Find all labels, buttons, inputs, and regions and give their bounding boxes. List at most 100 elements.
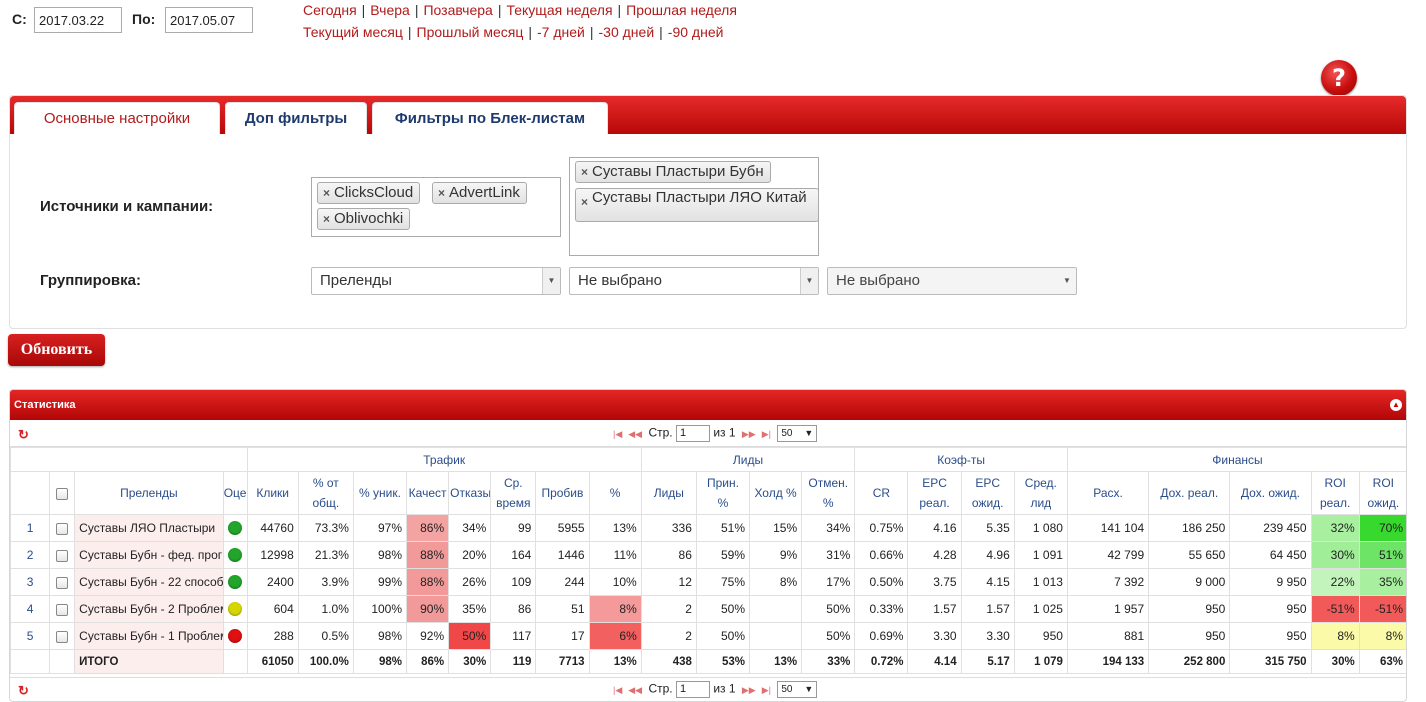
col-select-all[interactable] xyxy=(49,471,76,515)
col-roi-exp[interactable]: ROI ожид. xyxy=(1358,471,1406,515)
col-avg-lead[interactable]: Сред. лид xyxy=(1013,471,1068,515)
collapse-icon[interactable]: ▲ xyxy=(1390,399,1402,411)
update-button[interactable]: Обновить xyxy=(8,334,105,366)
col-hold[interactable]: Холд % xyxy=(749,471,803,515)
col-bounces[interactable]: Отказы xyxy=(448,471,492,515)
col-avg-time[interactable]: Ср. время xyxy=(490,471,537,515)
link-current-month[interactable]: Текущий месяц xyxy=(303,24,403,40)
link-minus-90-days[interactable]: -90 дней xyxy=(667,24,724,40)
cell-pct: 8% xyxy=(588,595,642,623)
col-pct-uniq[interactable]: % уник. xyxy=(352,471,408,515)
last-page-icon[interactable]: ▶| xyxy=(761,428,771,439)
link-day-before-yesterday[interactable]: Позавчера xyxy=(423,2,493,18)
row-checkbox-cell[interactable] xyxy=(49,541,76,569)
col-accepted[interactable]: Прин. % xyxy=(695,471,751,515)
campaigns-multiselect[interactable]: × Суставы Пластыри Бубн × Суставы Пластыри… xyxy=(569,157,819,256)
sources-multiselect[interactable]: × ClicksCloud × AdvertLink × Oblivochki xyxy=(311,177,561,237)
link-last-week[interactable]: Прошлая неделя xyxy=(626,2,737,18)
grouping-select-3[interactable]: Не выбрано ▼ xyxy=(827,267,1077,295)
remove-chip-icon[interactable]: × xyxy=(581,165,589,179)
cell-pct-uniq: 100% xyxy=(352,595,408,623)
link-minus-30-days[interactable]: -30 дней xyxy=(598,24,655,40)
next-page-icon[interactable]: ▶▶ xyxy=(741,428,756,439)
row-checkbox[interactable] xyxy=(56,630,69,643)
grouping-select-2[interactable]: Не выбрано ▼ xyxy=(569,267,819,295)
link-today[interactable]: Сегодня xyxy=(303,2,357,18)
refresh-icon[interactable]: ↻ xyxy=(18,683,29,698)
row-number: 4 xyxy=(10,595,51,623)
table-row[interactable]: 4 Суставы Бубн - 2 Проблемы 604 1.0% 100% 90%… xyxy=(10,595,1406,623)
prev-page-icon[interactable]: ◀◀ xyxy=(628,684,643,695)
next-page-icon[interactable]: ▶▶ xyxy=(741,684,756,695)
col-prelanding[interactable]: Преленды xyxy=(74,471,224,515)
tab-blacklist-filters[interactable]: Фильтры по Блек-листам xyxy=(372,102,608,134)
col-roi-real[interactable]: ROI реал. xyxy=(1310,471,1360,515)
cell-roi-exp: 35% xyxy=(1358,568,1406,596)
col-cr[interactable]: CR xyxy=(854,471,909,515)
cell-avg-lead: 1 013 xyxy=(1013,568,1068,596)
col-pct-total[interactable]: % от общ. xyxy=(297,471,354,515)
page-input[interactable]: 1 xyxy=(675,425,710,442)
total-roi-real: 30% xyxy=(1310,649,1360,674)
col-spend[interactable]: Расх. xyxy=(1066,471,1150,515)
link-yesterday[interactable]: Вчера xyxy=(370,2,410,18)
tab-extra-filters[interactable]: Доп фильтры xyxy=(225,102,367,134)
col-epc-exp[interactable]: EPC ожид. xyxy=(960,471,1015,515)
col-income-exp[interactable]: Дох. ожид. xyxy=(1229,471,1312,515)
campaign-chip[interactable]: × Суставы Пластыри ЛЯО Китай xyxy=(575,188,819,222)
remove-chip-icon[interactable]: × xyxy=(438,186,446,200)
link-current-week[interactable]: Текущая неделя xyxy=(506,2,613,18)
cell-avg-lead: 950 xyxy=(1013,622,1068,650)
remove-chip-icon[interactable]: × xyxy=(581,195,589,209)
row-checkbox-cell[interactable] xyxy=(49,568,76,596)
per-page-select[interactable]: 50 xyxy=(777,681,818,698)
row-checkbox[interactable] xyxy=(56,576,69,589)
campaign-chip[interactable]: × Суставы Пластыри Бубн xyxy=(575,161,771,183)
row-checkbox-cell[interactable] xyxy=(49,595,76,623)
col-income-real[interactable]: Дох. реал. xyxy=(1148,471,1231,515)
col-canceled[interactable]: Отмен. % xyxy=(801,471,856,515)
per-page-select[interactable]: 50 xyxy=(777,425,818,442)
cell-avg-time: 117 xyxy=(490,622,537,650)
source-chip[interactable]: × AdvertLink xyxy=(432,182,527,204)
last-page-icon[interactable]: ▶| xyxy=(761,684,771,695)
col-quality[interactable]: Качест xyxy=(406,471,450,515)
row-checkbox-cell[interactable] xyxy=(49,622,76,650)
cell-roi-exp: -51% xyxy=(1358,595,1406,623)
row-checkbox[interactable] xyxy=(56,549,69,562)
source-chip[interactable]: × ClicksCloud xyxy=(317,182,421,204)
row-checkbox-cell[interactable] xyxy=(49,514,76,542)
table-row[interactable]: 3 Суставы Бубн - 22 способа 2400 3.9% 99% 88%… xyxy=(10,568,1406,596)
col-pct[interactable]: % xyxy=(588,471,642,515)
help-icon[interactable]: ? xyxy=(1321,60,1357,96)
source-chip[interactable]: × Oblivochki xyxy=(317,208,411,230)
table-row[interactable]: 2 Суставы Бубн - фед. прог 12998 21.3% 98% 88… xyxy=(10,541,1406,569)
col-leads[interactable]: Лиды xyxy=(640,471,697,515)
date-from-input[interactable] xyxy=(34,7,122,33)
refresh-icon[interactable]: ↻ xyxy=(18,427,29,442)
prev-page-icon[interactable]: ◀◀ xyxy=(628,428,643,439)
col-rating[interactable]: Оце xyxy=(222,471,248,515)
grouping-select-1[interactable]: Преленды ▼ xyxy=(311,267,561,295)
col-clicks[interactable]: Клики xyxy=(246,471,299,515)
stats-grid: Статистика ▲ ↻ |◀ ◀◀ Стр. 1 из 1 ▶▶ ▶| 50 … xyxy=(9,389,1407,702)
cell-hold xyxy=(749,595,803,623)
total-leads: 438 xyxy=(640,649,697,674)
first-page-icon[interactable]: |◀ xyxy=(613,428,623,439)
date-to-input[interactable] xyxy=(165,7,253,33)
col-probiv[interactable]: Пробив xyxy=(535,471,590,515)
total-label: ИТОГО xyxy=(74,649,224,674)
col-epc-real[interactable]: EPC реал. xyxy=(907,471,962,515)
link-minus-7-days[interactable]: -7 дней xyxy=(537,24,585,40)
remove-chip-icon[interactable]: × xyxy=(323,186,331,200)
page-input[interactable]: 1 xyxy=(675,681,710,698)
first-page-icon[interactable]: |◀ xyxy=(613,684,623,695)
table-row[interactable]: 1 Суставы ЛЯО Пластыри 44760 73.3% 97% 86% 34%… xyxy=(10,514,1406,542)
row-checkbox[interactable] xyxy=(56,603,69,616)
select-all-checkbox[interactable] xyxy=(56,487,69,500)
remove-chip-icon[interactable]: × xyxy=(323,212,331,226)
tab-main-settings[interactable]: Основные настройки xyxy=(14,102,220,134)
row-checkbox[interactable] xyxy=(56,522,69,535)
link-last-month[interactable]: Прошлый месяц xyxy=(416,24,524,40)
table-row[interactable]: 5 Суставы Бубн - 1 Проблема 288 0.5% 98% 92% 5… xyxy=(10,622,1406,650)
